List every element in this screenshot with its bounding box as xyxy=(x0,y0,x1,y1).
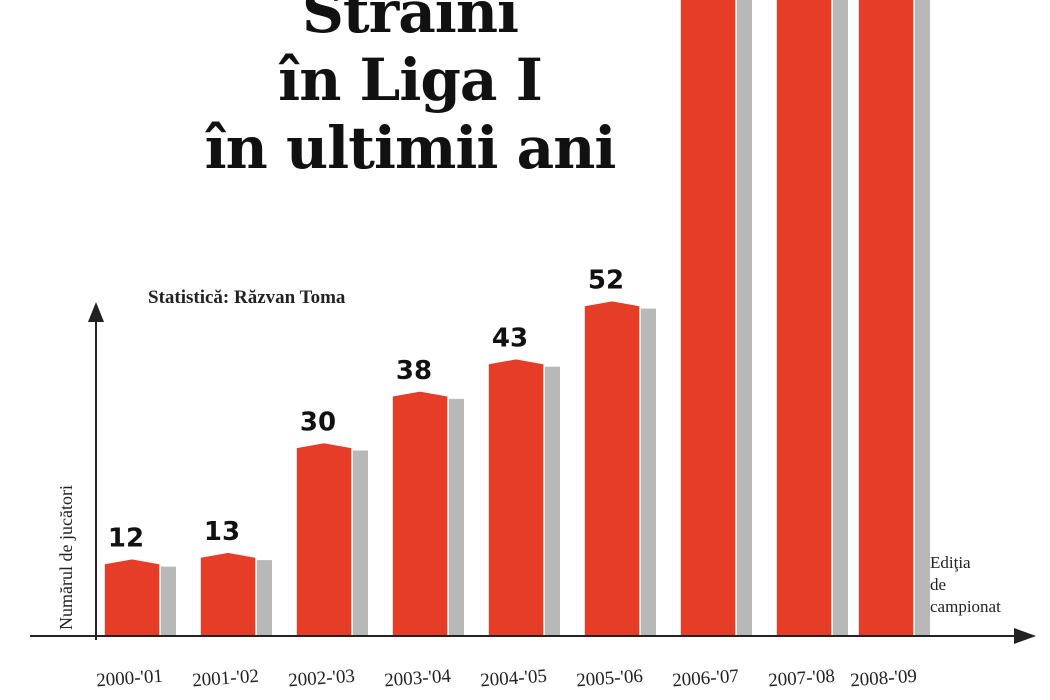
x-axis-arrow xyxy=(1014,628,1036,644)
x-tick-label: 2004-'05 xyxy=(480,666,548,692)
x-tick-label: 2007-'08 xyxy=(768,666,836,692)
chart-title: Străini în Liga I în ultimii ani xyxy=(0,0,820,182)
y-axis-arrow xyxy=(88,302,104,322)
x-axis-label-line-3: campionat xyxy=(930,597,1001,616)
bar xyxy=(487,357,545,637)
x-axis-label-line-2: de xyxy=(930,575,947,594)
bar xyxy=(103,557,161,637)
x-axis-label-line-1: Ediţia xyxy=(930,553,971,572)
value-label: 52 xyxy=(588,266,624,296)
value-labels: 12 13 30 38 43 52 xyxy=(108,266,624,554)
value-label: 38 xyxy=(396,356,432,386)
bar xyxy=(199,551,257,637)
bars xyxy=(103,0,915,637)
x-tick-label: 2005-'06 xyxy=(576,666,644,692)
bar xyxy=(391,390,449,637)
x-tick-label: 2000-'01 xyxy=(96,666,164,692)
x-tick-label: 2001-'02 xyxy=(192,666,260,692)
bar xyxy=(775,0,833,637)
value-label: 30 xyxy=(300,408,336,438)
x-tick-label: 2006-'07 xyxy=(672,666,740,692)
x-axis-label: Ediţia de campionat xyxy=(930,552,1001,618)
y-axis-label: Numărul de jucători xyxy=(56,485,76,630)
axes xyxy=(30,302,1036,644)
bar xyxy=(583,299,641,637)
x-tick-label: 2003-'04 xyxy=(384,666,453,692)
statistics-credit: Statistică: Răzvan Toma xyxy=(148,287,346,308)
x-tick-label: 2008-'09 xyxy=(850,666,918,692)
title-line-1: Străini xyxy=(301,0,519,46)
value-label: 12 xyxy=(108,524,144,554)
bar xyxy=(295,441,353,637)
title-line-3: în ultimii ani xyxy=(204,114,617,182)
value-label: 13 xyxy=(204,517,240,547)
bar xyxy=(679,0,737,637)
title-line-2: în Liga I xyxy=(278,46,543,114)
x-tick-labels: 2000-'01 2001-'02 2002-'03 2003-'04 2004-'05… xyxy=(96,666,918,692)
value-label: 43 xyxy=(492,324,528,354)
x-tick-label: 2002-'03 xyxy=(288,666,356,692)
bar xyxy=(857,0,915,637)
